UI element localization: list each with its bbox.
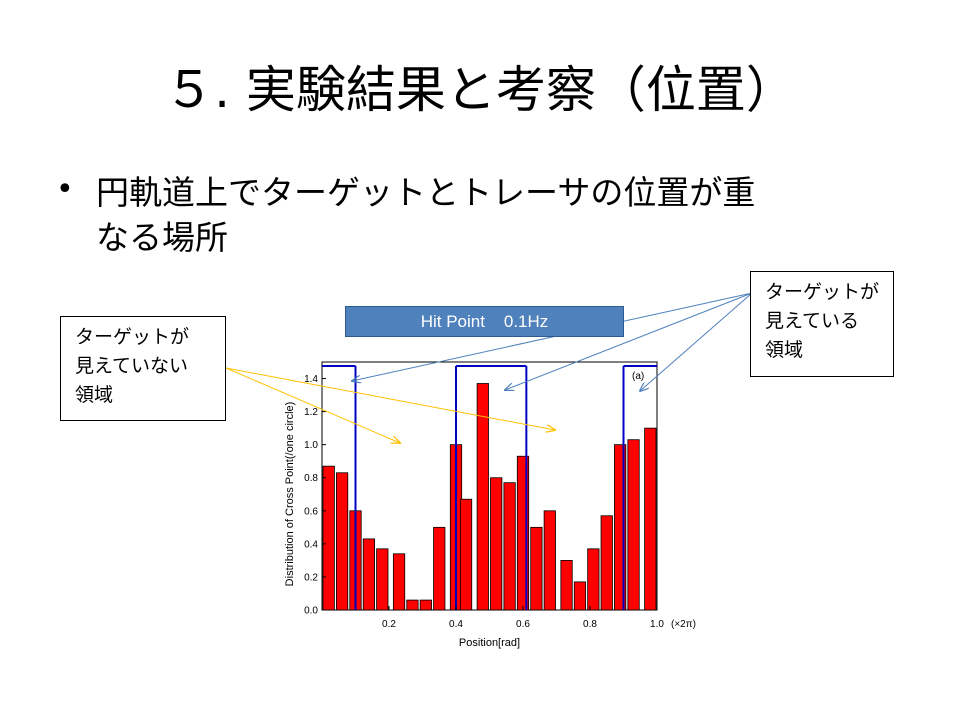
bullet-line-2: なる場所: [96, 218, 228, 257]
chart-bar: [490, 477, 503, 611]
slide-title: ５. 実験結果と考察（位置）: [164, 61, 796, 119]
chart-bar: [644, 427, 657, 611]
chart-bar: [543, 510, 556, 611]
y-tick-label: 1.4: [304, 374, 318, 385]
chart-bar: [335, 472, 349, 611]
chart-bar: [406, 599, 419, 611]
yellow-arrow: [225, 367, 400, 443]
chart-bar: [530, 526, 543, 611]
x-tick-label: 1.0: [650, 619, 664, 630]
callout-left-line-2: 見えていない: [75, 355, 189, 377]
chart-bar: [476, 383, 489, 611]
x-axis-label: Position[rad]: [459, 637, 520, 649]
callout-not-visible-region: ターゲットが 見えていない 領域: [60, 316, 226, 421]
chart-bar: [600, 515, 613, 611]
y-axis-label: Distribution of Cross Point(/one circle): [284, 402, 296, 587]
bullet-text: 円軌道上でターゲットとトレーサの位置が重 なる場所: [96, 170, 916, 260]
blue-arrow: [640, 292, 753, 391]
y-tick-label: 0.8: [304, 473, 318, 484]
bullet-marker: •: [56, 172, 74, 207]
y-tick-label: 1.2: [304, 407, 318, 418]
callout-right-line-3: 領域: [765, 339, 804, 361]
chart-bar: [459, 498, 473, 611]
y-tick-label: 1.0: [304, 440, 318, 451]
blue-arrow: [352, 292, 753, 381]
chart-bar: [587, 548, 600, 611]
callout-visible-region: ターゲットが 見えている 領域: [750, 271, 894, 377]
chart-bar: [560, 560, 573, 611]
hit-point-label: Hit Point 0.1Hz: [345, 306, 624, 337]
panel-label: (a): [632, 371, 644, 382]
y-tick-label: 0.4: [304, 539, 318, 550]
chart-bar: [322, 465, 335, 611]
x-unit-label: (×2π): [671, 619, 696, 630]
y-tick-label: 0.0: [304, 606, 318, 617]
x-tick-label: 0.8: [583, 619, 597, 630]
chart-bar: [392, 553, 406, 611]
bullet-line-1: 円軌道上でターゲットとトレーサの位置が重: [96, 173, 756, 212]
x-tick-label: 0.2: [382, 619, 396, 630]
callout-left-line-3: 領域: [75, 384, 114, 406]
y-tick-label: 0.2: [304, 572, 318, 583]
yellow-arrow: [225, 367, 555, 430]
y-tick-label: 0.6: [304, 506, 318, 517]
callout-right-line-1: ターゲットが: [765, 281, 880, 303]
chart-bar: [433, 526, 446, 611]
callout-left-line-1: ターゲットが: [75, 326, 190, 348]
callout-right-line-2: 見えている: [765, 310, 860, 332]
chart-bar: [614, 444, 627, 611]
blue-arrow: [505, 292, 753, 390]
x-tick-label: 0.6: [516, 619, 530, 630]
chart-bar: [573, 581, 587, 611]
chart-bar: [362, 538, 376, 611]
chart-bar: [627, 439, 640, 611]
chart-bar: [503, 482, 516, 611]
x-tick-label: 0.4: [449, 619, 463, 630]
chart-bar: [419, 599, 432, 611]
chart-bar: [376, 548, 389, 611]
